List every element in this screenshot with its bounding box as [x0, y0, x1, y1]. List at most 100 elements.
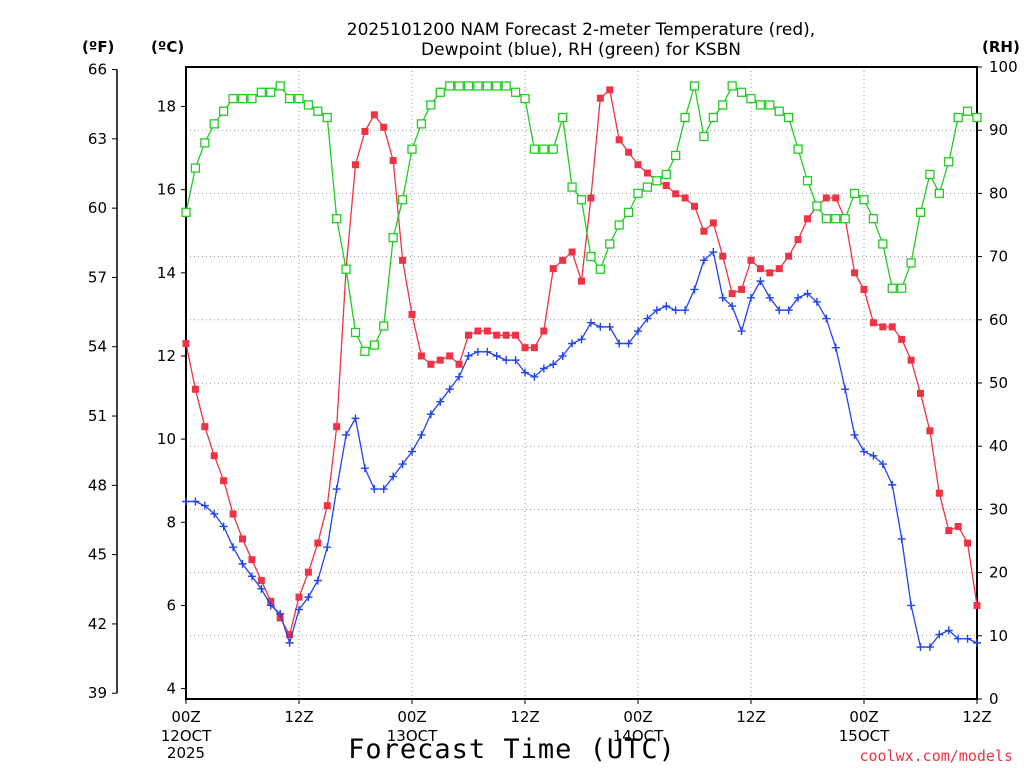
dewpoint-point: [568, 339, 577, 348]
dewpoint-point: [699, 256, 708, 265]
temperature-point: [822, 194, 830, 202]
rh-point: [454, 81, 464, 91]
rh-point: [934, 188, 944, 199]
temperature-point: [370, 111, 378, 119]
temperature-point: [672, 190, 680, 198]
rh-point: [548, 144, 558, 154]
dewpoint-point: [408, 447, 416, 456]
dewpoint-point: [690, 285, 699, 294]
rh-point: [642, 182, 653, 192]
temperature-point: [399, 256, 407, 264]
rh-point: [341, 264, 351, 274]
rh-point: [284, 93, 295, 104]
dewpoint-point: [803, 289, 812, 298]
rh-point: [699, 131, 709, 142]
temperature-point: [333, 423, 341, 431]
fahrenheit-tick-label: 51: [88, 407, 107, 425]
dewpoint-point: [605, 322, 614, 331]
dewpoint-point: [191, 497, 200, 506]
rh-point: [275, 81, 285, 91]
x-tick-label: 00Z: [849, 708, 878, 726]
rh-point: [661, 169, 671, 180]
celsius-unit-label: (ºC): [151, 38, 184, 56]
rh-point: [209, 119, 219, 129]
rh-point: [595, 264, 605, 274]
rh-point: [219, 106, 229, 116]
temperature-point: [493, 331, 501, 339]
dewpoint-point: [681, 306, 690, 315]
dewpoint-point: [860, 447, 868, 456]
temperature-point: [436, 356, 444, 364]
temperature-point: [352, 161, 359, 169]
rh-tick-label: 30: [989, 500, 1008, 518]
dewpoint-point: [182, 497, 190, 506]
x-tick-label: 12Z: [962, 708, 991, 726]
dewpoint-point: [822, 314, 831, 323]
rh-point: [859, 195, 869, 205]
rh-point: [831, 214, 841, 224]
x-tick-label: 00Z: [397, 708, 426, 726]
x-tick-label: 00Z: [171, 708, 200, 726]
dewpoint-point: [219, 522, 228, 531]
rh-point: [237, 93, 248, 104]
temperature-point: [559, 256, 567, 264]
celsius-tick-label: 8: [166, 513, 176, 531]
rh-point: [200, 138, 210, 148]
dewpoint-point: [586, 318, 595, 327]
dewpoint-point: [257, 584, 266, 593]
dewpoint-point: [464, 351, 473, 360]
dewpoint-point: [897, 534, 906, 543]
x-tick-date-label: 12OCT: [161, 727, 212, 745]
dewpoint-point: [238, 559, 247, 568]
rh-point: [746, 93, 756, 104]
temperature-point: [568, 248, 576, 256]
dewpoint-point: [944, 626, 953, 635]
celsius-tick-label: 6: [166, 596, 176, 614]
temperature-point: [907, 356, 915, 364]
dewpoint-point: [200, 501, 209, 510]
x-tick-label: 12Z: [510, 708, 539, 726]
dewpoint-point: [935, 630, 944, 639]
temperature-point: [643, 169, 651, 177]
temperature-point: [512, 331, 520, 339]
rh-point: [784, 112, 794, 123]
temperature-point: [540, 327, 548, 335]
dewpoint-point: [831, 343, 840, 352]
dewpoint-point: [549, 360, 558, 369]
temperature-point: [276, 614, 284, 622]
temperature-point: [182, 340, 190, 347]
rh-point: [972, 112, 982, 123]
temperature-point: [615, 136, 623, 144]
celsius-tick-label: 16: [157, 181, 176, 199]
rh-point: [473, 81, 483, 91]
rh-point: [887, 283, 897, 293]
temperature-point: [804, 215, 811, 223]
temperature-point: [465, 331, 472, 339]
temperature-point: [738, 285, 746, 293]
rh-point: [849, 188, 860, 199]
rh-point: [614, 220, 624, 230]
dewpoint-point: [455, 372, 464, 381]
rh-point: [868, 214, 879, 224]
temperature-point: [248, 556, 256, 564]
temperature-point: [700, 227, 708, 235]
dewpoint-point: [963, 634, 972, 643]
dewpoint-point: [737, 327, 746, 336]
rh-tick-label: 20: [989, 564, 1008, 582]
rh-point: [925, 169, 935, 180]
rh-point: [360, 346, 370, 357]
dewpoint-point: [718, 293, 727, 302]
rh-point: [953, 112, 963, 123]
dewpoint-point: [511, 356, 520, 365]
rh-tick-label: 10: [989, 627, 1008, 645]
dewpoint-point: [229, 543, 238, 552]
dewpoint-point: [332, 485, 341, 494]
grid-lines: [186, 67, 977, 699]
rh-point: [906, 258, 916, 268]
dewpoint-point: [954, 634, 963, 643]
rh-point: [708, 112, 718, 123]
temperature-point: [973, 601, 981, 609]
temperature-point: [286, 631, 294, 639]
